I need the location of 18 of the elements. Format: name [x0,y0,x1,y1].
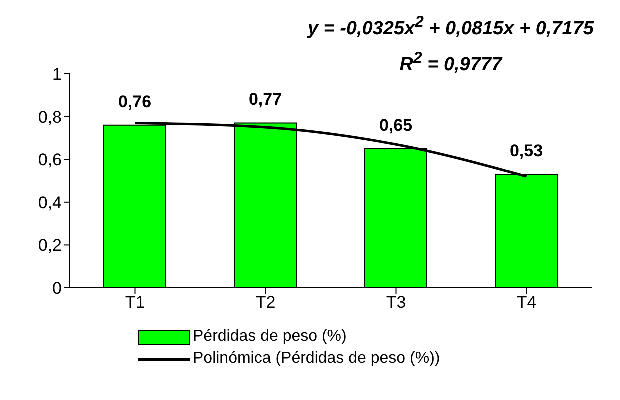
data-label: 0,77 [248,90,282,110]
y-tick-label: 0,8 [38,108,62,127]
x-tick-label: T4 [516,293,537,312]
legend-label: Polinómica (Pérdidas de peso (%)) [193,350,440,368]
x-tick-label: T2 [256,293,276,312]
annotation: R$^{2}$ = 0,9777 [398,49,504,78]
legend-label: Pérdidas de peso (%) [193,328,347,346]
y-tick-label: 0,6 [38,150,62,170]
y-tick-label: 0,2 [38,236,62,256]
y-tick-label: 0,4 [38,193,62,212]
data-label: 0,53 [510,142,544,161]
y-tick-label: 0 [52,279,62,298]
data-label: 0,65 [379,116,413,135]
y-tick-label: 1 [52,65,62,84]
data-label: 0,76 [118,92,152,112]
text: y = -0,0325x$^{2}$ + 0,0815x + 0,7175 [308,13,594,42]
x-tick-label: T3 [386,293,406,312]
x-tick-label: T1 [125,293,146,312]
